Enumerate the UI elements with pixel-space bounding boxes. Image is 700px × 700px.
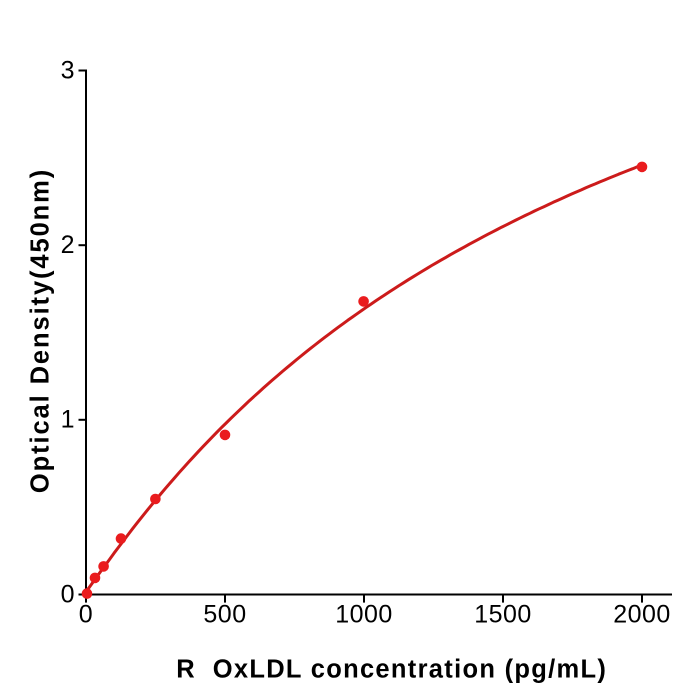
svg-text:2000: 2000: [613, 601, 671, 629]
svg-text:3: 3: [61, 56, 75, 84]
svg-text:0: 0: [79, 601, 93, 629]
svg-text:1000: 1000: [335, 601, 393, 629]
svg-text:2: 2: [61, 231, 75, 259]
svg-text:500: 500: [203, 601, 246, 629]
svg-text:R OxLDL concentration (pg/mL): R OxLDL concentration (pg/mL): [176, 656, 607, 684]
svg-text:0: 0: [61, 580, 75, 608]
svg-text:1500: 1500: [474, 601, 532, 629]
svg-text:Optical Density(450nm): Optical Density(450nm): [27, 168, 55, 493]
svg-text:1: 1: [61, 406, 75, 434]
